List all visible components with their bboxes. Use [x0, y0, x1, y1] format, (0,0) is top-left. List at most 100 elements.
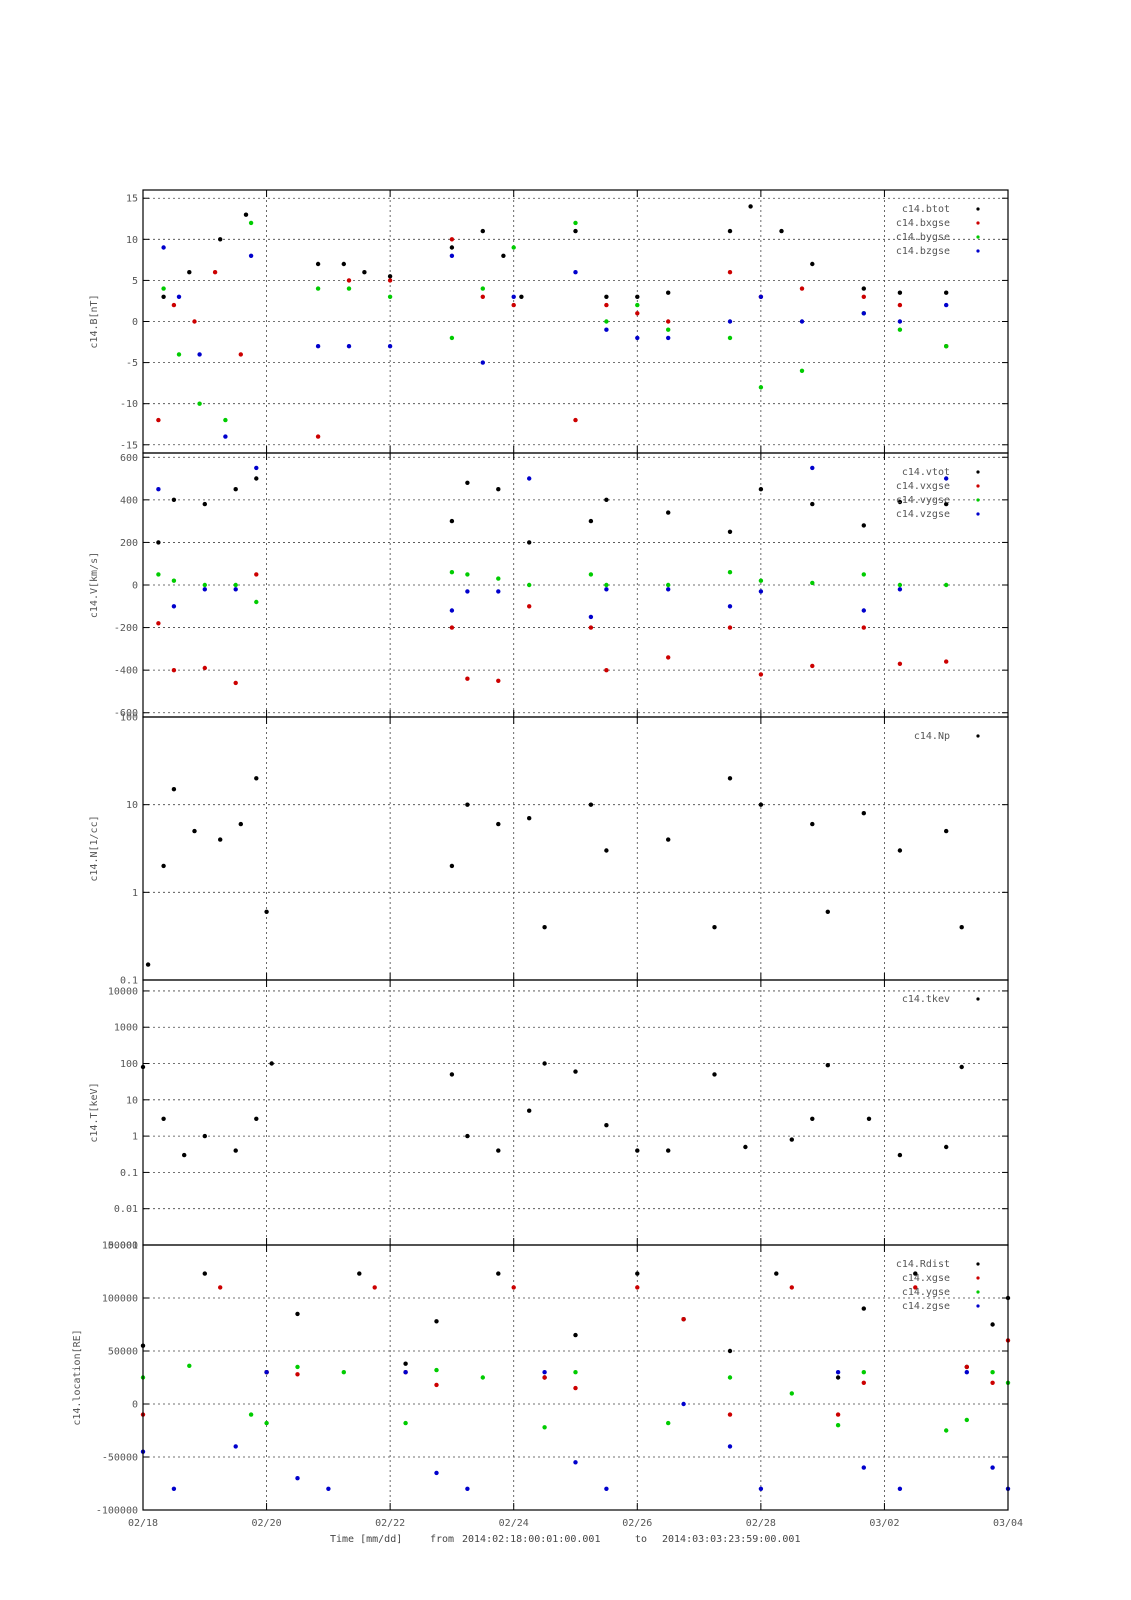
data-point — [496, 1148, 501, 1153]
legend-marker — [976, 235, 980, 239]
data-point — [542, 1425, 547, 1430]
data-point — [666, 327, 671, 332]
data-point — [635, 1148, 640, 1153]
data-point — [774, 1271, 779, 1276]
data-point — [465, 1486, 470, 1492]
data-point — [496, 1271, 501, 1276]
data-point — [254, 572, 259, 577]
data-point — [666, 655, 671, 660]
data-point — [835, 1412, 841, 1417]
y-tick-label: 0 — [132, 1400, 138, 1411]
data-point — [346, 344, 352, 349]
data-point — [944, 1144, 949, 1150]
data-point — [254, 599, 259, 605]
data-point — [156, 572, 161, 577]
data-point — [727, 1412, 733, 1417]
data-point — [861, 572, 866, 577]
data-point — [825, 1063, 830, 1068]
data-point — [666, 587, 671, 592]
legend-marker — [976, 470, 980, 474]
data-point — [192, 319, 197, 324]
data-point — [897, 661, 903, 666]
legend-label: c14.ygse — [902, 1287, 950, 1298]
data-point — [897, 1152, 903, 1158]
data-point — [573, 228, 578, 234]
data-point — [861, 1465, 866, 1470]
data-point — [758, 487, 764, 492]
footer-time-label: Time [mm/dd] — [330, 1534, 402, 1545]
data-point — [799, 286, 805, 291]
data-point — [527, 1108, 532, 1113]
footer-from-label: from — [430, 1534, 454, 1545]
data-point — [666, 1148, 671, 1153]
data-point — [434, 1319, 439, 1324]
data-point — [635, 1285, 640, 1290]
data-point — [264, 1370, 269, 1375]
data-point — [913, 1271, 918, 1276]
data-point — [362, 270, 367, 275]
series-c14-vygse — [156, 570, 949, 605]
legend-marker — [976, 734, 980, 738]
legend-label: c14.zgse — [902, 1301, 950, 1312]
y-tick-label: 100 — [120, 713, 138, 724]
data-point — [866, 1116, 872, 1122]
series-c14-btot — [161, 204, 949, 299]
data-point — [573, 270, 578, 275]
data-point — [635, 302, 640, 308]
data-point — [779, 228, 784, 234]
data-point — [604, 302, 609, 308]
data-point — [403, 1361, 408, 1366]
data-point — [799, 319, 805, 324]
legend-marker — [976, 1304, 980, 1308]
data-point — [295, 1476, 300, 1481]
data-point — [727, 1375, 733, 1380]
data-point — [315, 434, 321, 439]
y-tick-label: 10000 — [108, 986, 138, 997]
y-axis-title: c14.B[nT] — [89, 294, 100, 348]
x-tick-label: 02/20 — [252, 1518, 282, 1529]
data-point — [758, 294, 764, 299]
data-point — [758, 1486, 764, 1492]
data-point — [712, 925, 717, 930]
legend-marker — [976, 498, 980, 502]
data-point — [835, 1370, 841, 1375]
data-point — [341, 1370, 346, 1375]
data-point — [202, 582, 207, 588]
data-point — [789, 1391, 794, 1396]
data-point — [171, 302, 177, 308]
data-point — [897, 327, 903, 332]
y-tick-label: 600 — [120, 453, 138, 464]
data-point — [604, 1486, 609, 1492]
data-point — [604, 1123, 609, 1128]
data-point — [573, 220, 578, 226]
data-point — [588, 625, 594, 630]
data-point — [573, 1385, 578, 1391]
data-point — [171, 578, 177, 583]
data-point — [727, 319, 733, 324]
data-point — [635, 311, 640, 316]
y-tick-label: 0.001 — [108, 1241, 138, 1252]
data-point — [145, 962, 151, 967]
data-point — [666, 319, 671, 324]
legend-label: c14.tkev — [902, 994, 950, 1005]
data-point — [573, 1370, 578, 1375]
data-point — [449, 253, 455, 258]
data-point — [346, 286, 352, 291]
data-point — [341, 261, 346, 267]
data-point — [588, 614, 594, 620]
panel-frame — [142, 1244, 1009, 1511]
data-point — [959, 1064, 964, 1070]
data-point — [480, 360, 485, 365]
data-point — [501, 253, 506, 258]
y-tick-label: 0.1 — [120, 976, 138, 987]
x-tick-label: 03/02 — [869, 1518, 899, 1529]
data-point — [990, 1380, 995, 1386]
data-point — [727, 604, 733, 609]
data-point — [944, 344, 949, 349]
data-point — [197, 352, 202, 357]
y-tick-label: 1 — [132, 1132, 138, 1143]
data-point — [588, 518, 594, 524]
series-c14-vxgse — [156, 572, 949, 686]
data-point — [156, 417, 161, 423]
